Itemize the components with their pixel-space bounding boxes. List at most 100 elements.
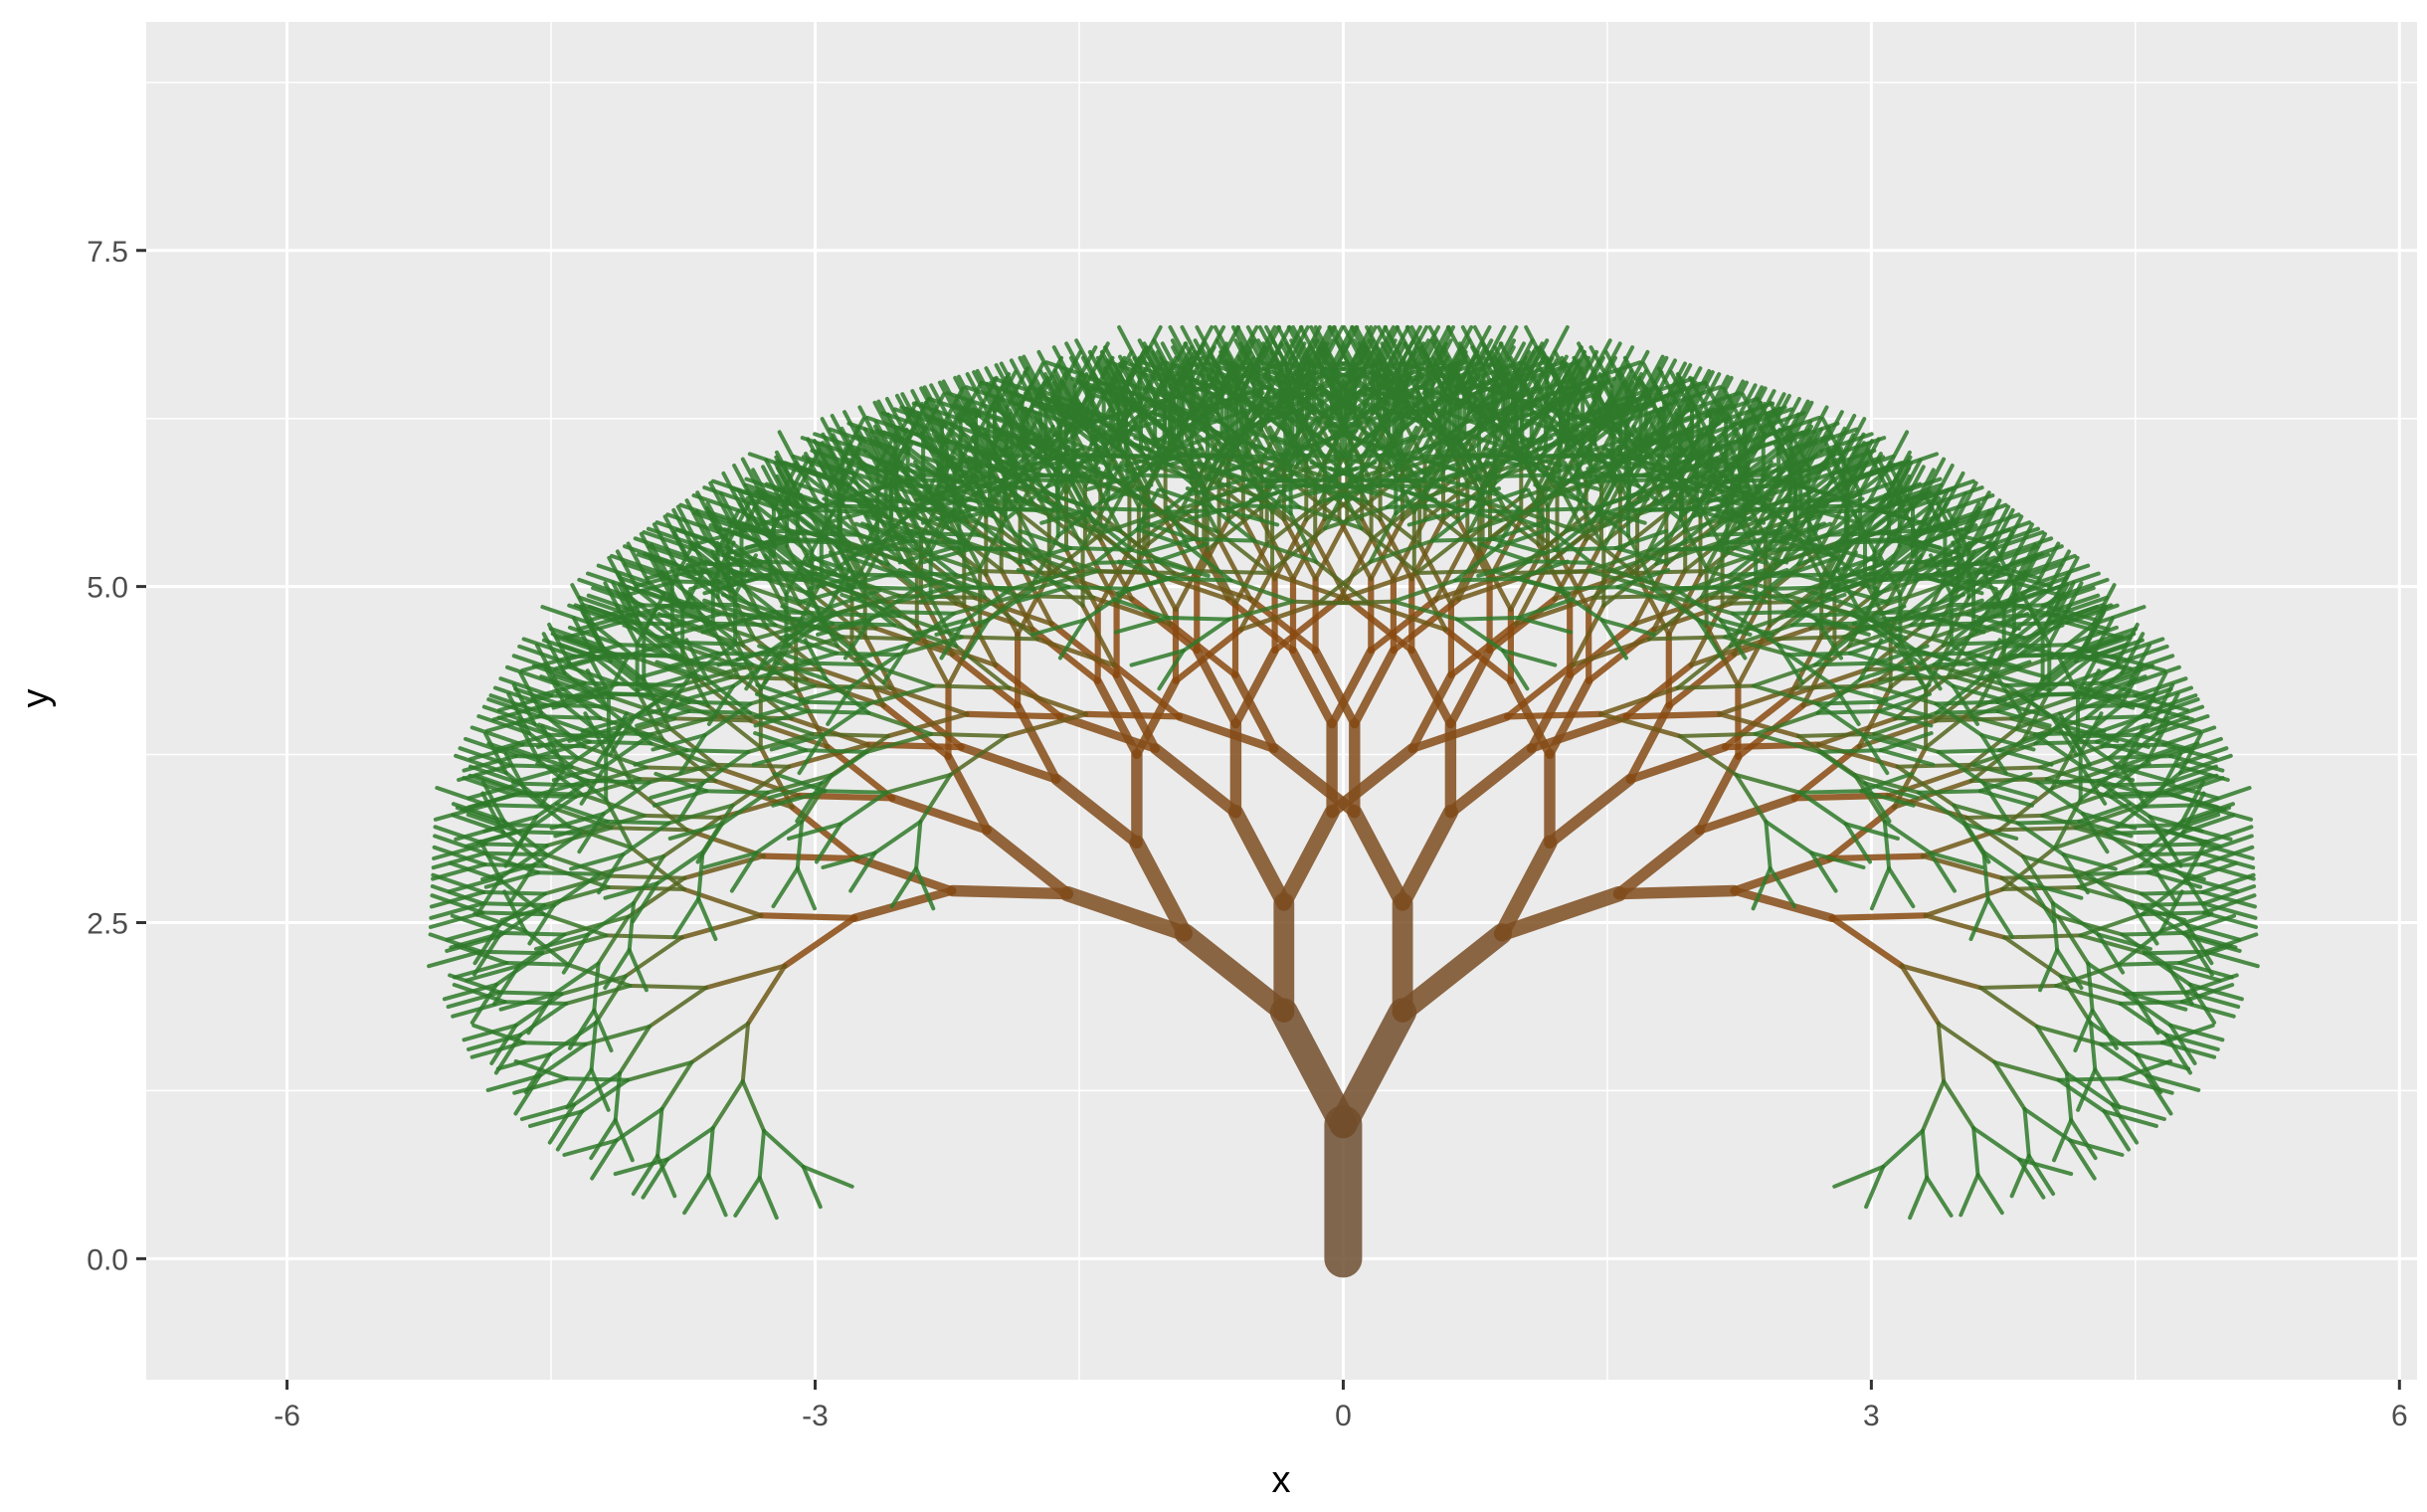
branch-segment — [1073, 403, 1129, 426]
branch-segment — [1735, 702, 1806, 760]
branch-segment — [853, 643, 910, 662]
branch-segment — [1586, 467, 1641, 488]
branch-segment — [627, 948, 649, 993]
branch-segment — [1753, 710, 1820, 736]
branch-segment — [1515, 559, 1570, 581]
branch-segment — [596, 914, 631, 966]
branch-segment — [1313, 516, 1350, 582]
branch-segment — [992, 420, 1018, 464]
branch-segment — [1942, 1079, 1976, 1131]
branch-segment — [601, 780, 652, 817]
branch-segment — [2099, 1040, 2164, 1046]
branch-segment — [1462, 345, 1488, 389]
branch-segment — [1566, 355, 1591, 400]
branch-segment — [433, 803, 490, 822]
branch-segment — [1792, 483, 1840, 522]
branch-segment — [1724, 380, 1749, 424]
branch-segment — [1841, 417, 1867, 461]
branch-segment — [893, 473, 919, 518]
branch-segment — [810, 509, 836, 554]
branch-segment — [992, 662, 1064, 720]
branch-segment — [1129, 649, 1186, 667]
branch-segment — [1394, 425, 1419, 470]
branch-segment — [702, 701, 753, 737]
branch-segment — [1675, 683, 1756, 690]
branch-segment — [1259, 446, 1307, 483]
branch-segment — [1167, 576, 1233, 583]
branch-segment — [1186, 544, 1233, 583]
branch-segment — [2078, 763, 2136, 783]
branch-segment — [1797, 789, 1864, 795]
branch-segment — [2085, 870, 2150, 876]
branch-segment — [467, 1033, 523, 1051]
branch-segment — [1084, 472, 1141, 492]
branch-segment — [1640, 380, 1665, 424]
branch-segment — [1163, 360, 1218, 382]
branch-segment — [1240, 427, 1296, 449]
branch-segment — [1856, 437, 1881, 480]
branch-segment — [1444, 743, 1537, 819]
branch-segment — [2075, 873, 2145, 896]
branch-segment — [605, 819, 671, 826]
branch-segment — [1696, 618, 1725, 661]
branch-segment — [1405, 338, 1430, 382]
branch-segment — [1358, 406, 1384, 450]
branch-segment — [1476, 559, 1533, 578]
branch-segment — [1555, 547, 1591, 613]
branch-segment — [677, 665, 746, 687]
branch-segment — [840, 635, 921, 642]
branch-segment — [789, 804, 860, 862]
branch-segment — [1846, 612, 1903, 631]
branch-segment — [467, 773, 523, 795]
branch-segment — [1730, 431, 1756, 475]
branch-segment — [1463, 432, 1519, 454]
branch-segment — [1946, 562, 2001, 585]
branch-segment — [1877, 709, 1934, 728]
branch-segment — [798, 683, 854, 703]
branch-segment — [2046, 549, 2071, 593]
branch-segment — [661, 816, 722, 858]
branch-segment — [1095, 569, 1176, 575]
branch-segment — [801, 455, 856, 476]
branch-segment — [993, 435, 1019, 478]
branch-segment — [2178, 753, 2233, 775]
branch-segment — [782, 914, 858, 970]
branch-segment — [1285, 380, 1340, 402]
branch-segment — [1520, 509, 1587, 535]
branch-segment — [555, 690, 611, 712]
branch-segment — [2118, 1076, 2174, 1095]
branch-segment — [521, 637, 577, 659]
branch-segment — [1496, 509, 1552, 531]
branch-segment — [1753, 731, 1822, 754]
branch-segment — [1884, 430, 1910, 473]
branch-segment — [566, 643, 623, 662]
branch-segment — [1625, 742, 1730, 784]
branch-segment — [562, 1138, 619, 1157]
branch-segment — [1930, 616, 1986, 635]
branch-segment — [1751, 683, 1820, 706]
branch-segment — [1453, 576, 1520, 583]
branch-segment — [2110, 1102, 2140, 1145]
branch-segment — [2180, 791, 2206, 835]
branch-segment — [1920, 827, 2002, 858]
branch-segment — [1719, 618, 1775, 637]
branch-segment — [2026, 603, 2052, 647]
branch-segment — [1928, 850, 1984, 869]
branch-segment — [1966, 634, 2022, 656]
branch-segment — [753, 731, 808, 753]
branch-segment — [589, 1118, 618, 1161]
branch-segment — [911, 618, 968, 637]
branch-segment — [432, 845, 487, 867]
branch-segment — [595, 724, 624, 767]
branch-segment — [635, 569, 691, 589]
branch-segment — [535, 739, 592, 759]
branch-segment — [1455, 617, 1506, 654]
y-tick-label: 0.0 — [87, 1243, 128, 1276]
branch-segment — [2052, 1118, 2074, 1163]
branch-segment — [1925, 1175, 1954, 1218]
branch-segment — [1045, 396, 1101, 419]
branch-segment — [1117, 325, 1142, 369]
branch-segment — [864, 513, 920, 536]
branch-segment — [1096, 430, 1152, 452]
branch-segment — [496, 715, 552, 737]
